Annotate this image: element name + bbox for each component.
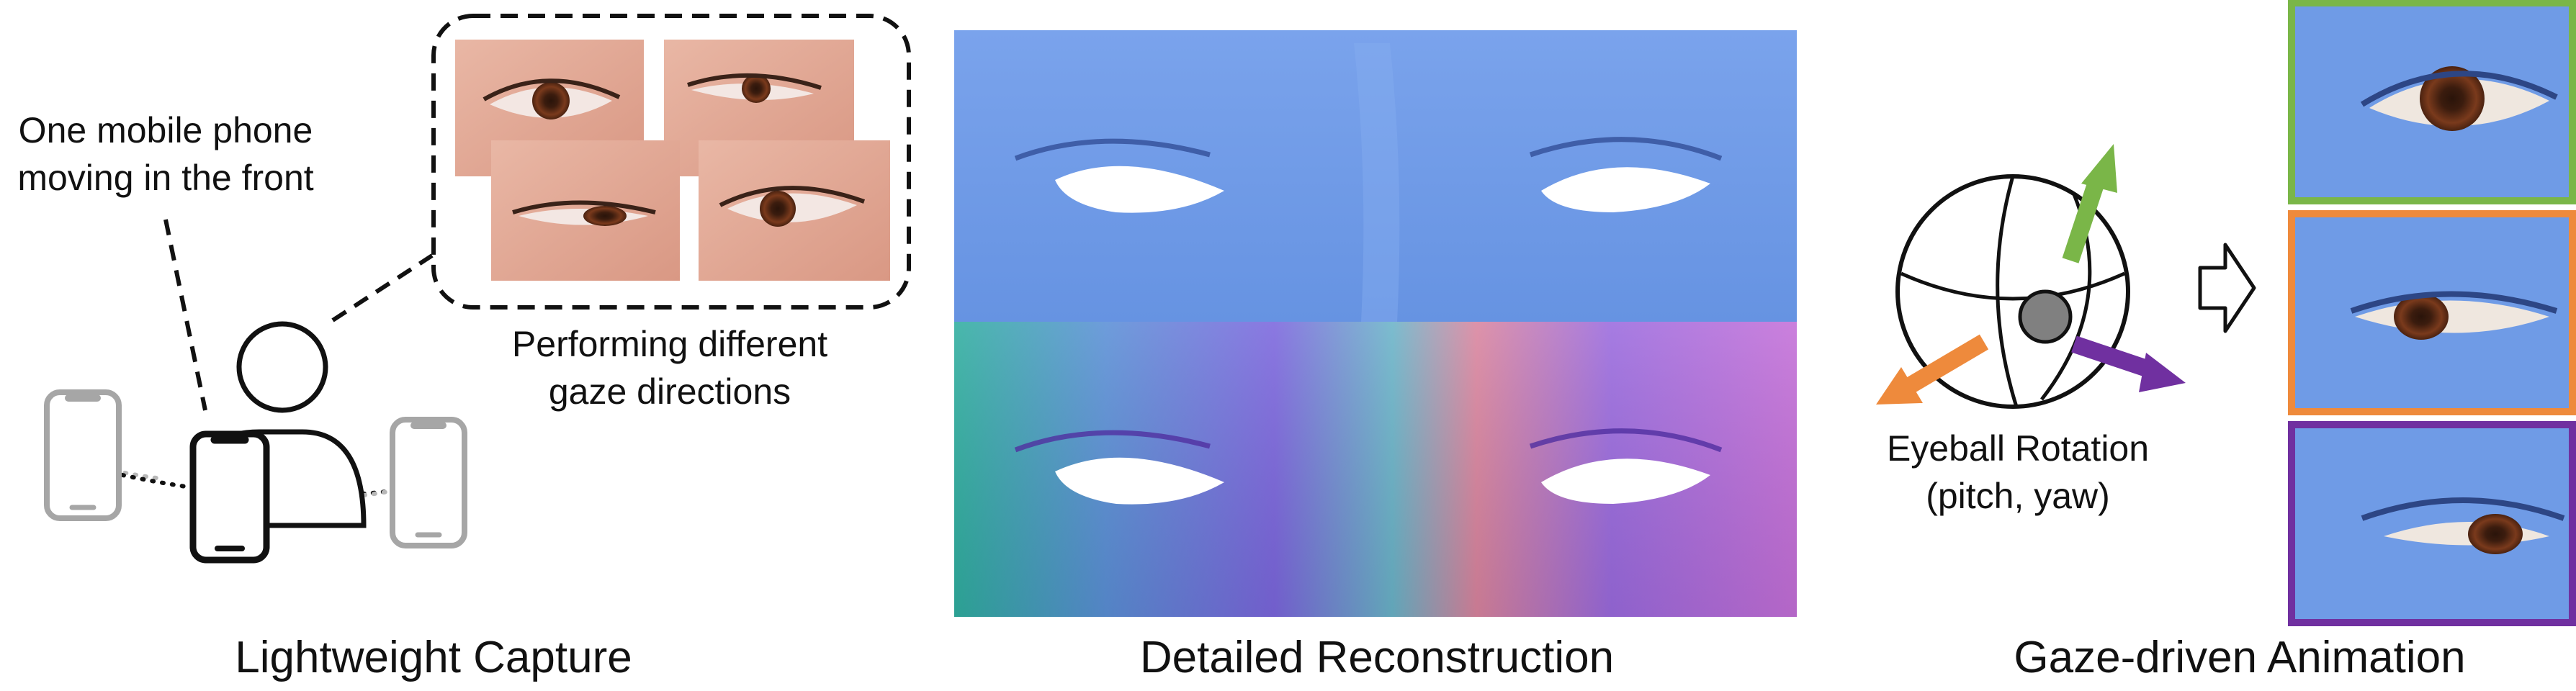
rotation-label-line1: Eyeball Rotation	[1886, 428, 2150, 469]
phone-note-pointer	[163, 219, 207, 411]
animation-section	[1876, 0, 2576, 626]
gaze-note-line2: gaze directions	[548, 371, 791, 412]
animation-frame-green	[2288, 0, 2576, 204]
output-arrow	[2198, 243, 2256, 333]
yaw-arrow-purple	[2071, 335, 2186, 392]
animation-caption: Gaze-driven Animation	[2014, 633, 2466, 682]
mesh-render	[954, 30, 1797, 322]
normal-map-render	[954, 322, 1797, 617]
phone-main	[189, 430, 270, 564]
gaze-bubble-pointer	[331, 253, 434, 322]
phone-left-gray	[44, 389, 122, 521]
reconstruction-caption: Detailed Reconstruction	[1139, 633, 1615, 682]
rotation-arrow-orange	[1876, 334, 1989, 405]
pitch-arrow-green	[2062, 144, 2117, 263]
rotation-label: Eyeball Rotation (pitch, yaw)	[1887, 425, 2149, 520]
phone-note-line2: moving in the front	[17, 158, 314, 198]
animation-frame-purple	[2288, 421, 2576, 626]
person-head	[236, 321, 328, 413]
eye-photo-3	[491, 140, 680, 281]
phone-note: One mobile phone moving in the front	[17, 107, 313, 202]
capture-section	[44, 14, 911, 564]
capture-caption: Lightweight Capture	[235, 633, 632, 682]
eye-photo-4	[699, 140, 890, 281]
phone-right-gray	[390, 417, 467, 548]
phone-trajectory	[120, 473, 405, 498]
phone-note-line1: One mobile phone	[18, 110, 313, 150]
animation-frame-orange	[2288, 210, 2576, 415]
gaze-note-line1: Performing different	[511, 324, 828, 364]
gaze-note: Performing different gaze directions	[512, 320, 827, 415]
eyeball-pivot	[2018, 289, 2073, 344]
gaze-photos-bubble	[431, 14, 911, 310]
rotation-label-line2: (pitch, yaw)	[1926, 476, 2110, 516]
reconstruction-section	[954, 30, 1797, 617]
